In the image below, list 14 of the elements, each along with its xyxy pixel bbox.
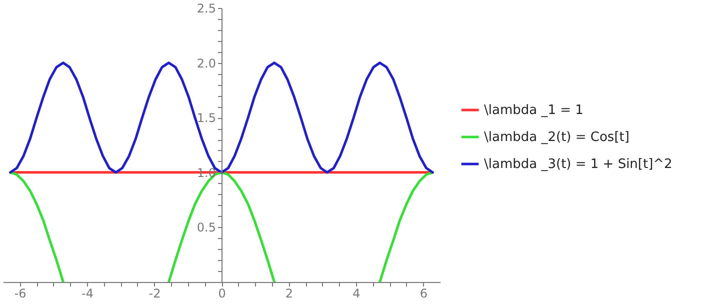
y-tick-label: 2.5 [196, 2, 216, 16]
y-tick-label: 2.0 [196, 56, 216, 70]
x-tick-label: 0 [218, 286, 226, 300]
legend-label: \lambda _3(t) = 1 + Sin[t]^2 [484, 157, 672, 172]
x-tick-label: 4 [352, 286, 360, 300]
x-tick-label: -4 [82, 286, 94, 300]
x-tick-label: 6 [420, 286, 428, 300]
legend-label: \lambda _1 = 1 [484, 103, 584, 118]
x-tick-label: -2 [148, 286, 161, 300]
y-tick-label: 0.5 [196, 220, 216, 235]
y-tick-label: 1.5 [196, 111, 216, 126]
x-tick-label: -6 [14, 286, 26, 300]
legend-label: \lambda _2(t) = Cos[t] [484, 130, 630, 145]
x-tick-label: 2 [285, 286, 294, 300]
